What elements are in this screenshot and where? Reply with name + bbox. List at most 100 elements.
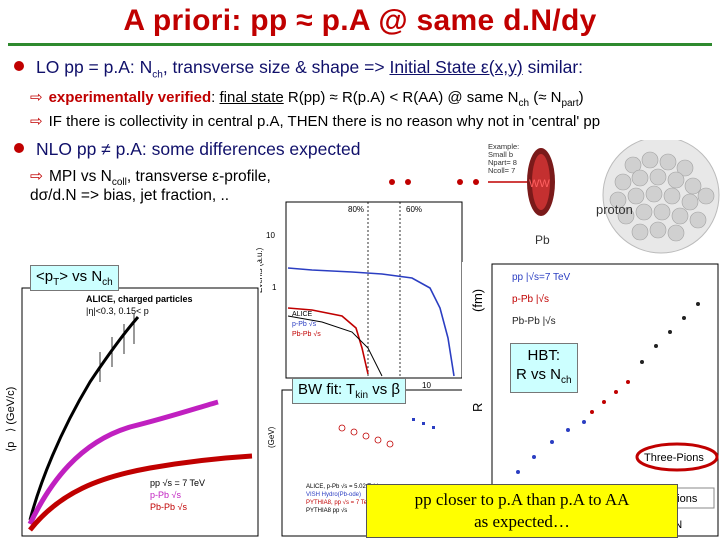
bullet-dot-icon xyxy=(14,143,24,153)
legend-pbpb: Pb-Pb √s xyxy=(150,502,187,512)
sub-bullet-collectivity-text: IF there is collectivity in central p.A,… xyxy=(48,113,601,130)
particle xyxy=(457,179,463,185)
tick-label: 10 xyxy=(266,231,275,240)
events-legend: p-Pb √s xyxy=(292,320,317,328)
events-legend: Pb-Pb √s xyxy=(292,330,321,338)
hbt-label: HBT: R vs Nch xyxy=(510,343,578,393)
particle xyxy=(473,179,479,185)
npart-pre: (≈ N xyxy=(529,89,562,106)
bw-legend-line: ALICE, p-Pb √s = 5.02 TeV xyxy=(306,483,378,490)
example-line: Ncoll= 7 xyxy=(488,166,515,175)
conclusion-box: pp closer to p.A than p.A to AA as expec… xyxy=(366,484,678,538)
mean-pt-label-pre: <p xyxy=(36,268,54,285)
colon: : xyxy=(211,89,220,106)
bw-legend-line: VISH Hydro(Pb-ode) xyxy=(306,492,361,498)
collision-diagram: WW Example: Small b Npart= 8 Ncoll= 7 pr… xyxy=(378,140,720,260)
events-plot: 80% 60% 10 1 Events (a.u.) ALICE p-Pb √s… xyxy=(252,198,464,388)
proton-core xyxy=(532,154,550,210)
ncoll-sub: coll xyxy=(111,177,127,189)
example-line: Example: xyxy=(488,142,519,151)
particle xyxy=(405,179,411,185)
bullet-lo: LO pp = p.A: Nch, transverse size & shap… xyxy=(14,57,583,81)
legend-pp: pp √s = 7 TeV xyxy=(150,478,205,488)
hbt-legend-pbpb: Pb-Pb |√s xyxy=(512,315,556,327)
mean-pt-axis-unit: ⟩ (GeV/c) xyxy=(5,387,17,432)
npart-close: ) xyxy=(578,89,584,106)
bullet-lo-sub: ch xyxy=(152,69,163,81)
hbt-points-pp xyxy=(516,420,586,474)
conclusion-line2: as expected… xyxy=(474,512,570,531)
bullet-dot-icon xyxy=(14,61,24,71)
hbt-legend-pp: pp |√s=7 TeV xyxy=(512,271,571,283)
events-frame xyxy=(285,201,463,379)
ppb-curve xyxy=(287,267,455,377)
bullet-nlo-text: NLO pp ≠ p.A: some differences expected xyxy=(36,139,361,159)
particle xyxy=(389,179,395,185)
pbpb-series xyxy=(28,453,253,532)
bw-points-blue xyxy=(412,418,435,429)
pp-series xyxy=(28,316,140,521)
experimentally-verified: experimentally verified xyxy=(48,89,212,106)
ww-mark: WW xyxy=(529,178,550,190)
arrow-right-icon: ⇨ xyxy=(30,89,43,106)
hbt-svg: (fm) R pp |√s=7 TeV p-Pb |√s Pb-Pb |√s T… xyxy=(470,263,719,537)
sub-bullet-dsigma: dσ/d.N => bias, jet fraction, .. xyxy=(30,187,230,204)
collision-diagram-svg: WW Example: Small b Npart= 8 Ncoll= 7 pr… xyxy=(389,140,720,254)
hbt-legend-ppb: p-Pb |√s xyxy=(512,293,549,305)
bullet-lo-text: LO pp = p.A: N xyxy=(36,57,153,77)
mean-pt-axis-label: ⟨p xyxy=(5,442,17,452)
sub-bullet-verified: ⇨ experimentally verified: final state R(… xyxy=(30,88,584,109)
arrow-right-icon: ⇨ xyxy=(30,168,43,185)
proton-label: proton xyxy=(596,202,633,217)
bw-legend: ALICE, p-Pb √s = 5.02 TeV VISH Hydro(Pb-… xyxy=(306,483,378,514)
npart-sub: part xyxy=(561,98,579,109)
lead-label: Pb xyxy=(535,233,550,247)
nch-sub: ch xyxy=(518,98,530,109)
events-plot-svg: 80% 60% 10 1 Events (a.u.) ALICE p-Pb √s… xyxy=(255,201,463,388)
sub-bullet-verified-text: R(pp) ≈ R(p.A) < R(AA) @ same N xyxy=(283,89,519,106)
bw-legend-line: PYTHIA8, pp √s = 7 TeV xyxy=(306,499,371,506)
hbt-label-line2-sub: ch xyxy=(561,375,572,386)
bw-points-red xyxy=(338,424,394,448)
arrow-right-icon: ⇨ xyxy=(30,113,43,130)
hbt-label-line1: HBT: xyxy=(527,347,561,364)
final-state: final state xyxy=(219,89,284,106)
title-divider xyxy=(8,43,712,46)
mean-pt-label-sub2: ch xyxy=(102,277,113,288)
bw-fit-label-pre: BW fit: T xyxy=(298,381,356,398)
tick-label: 1 xyxy=(272,283,277,292)
bw-fit-label-post: vs β xyxy=(368,381,400,398)
bw-fit-label-sub: kin xyxy=(355,390,369,401)
hbt-axis-label: R xyxy=(470,403,485,412)
events-legend: ALICE xyxy=(292,311,313,318)
mean-pt-label-sub: T xyxy=(53,277,60,288)
bullet-lo-mid: , transverse size & shape => xyxy=(162,57,390,77)
ppb-series xyxy=(27,399,219,526)
bullet-lo-post: similar: xyxy=(522,57,584,77)
sub-bullet-mpi-post: , transverse ε-profile, xyxy=(126,168,271,185)
hbt-points-ppb xyxy=(590,380,630,414)
sub-bullet-collectivity: ⇨ IF there is collectivity in central p.A… xyxy=(30,112,600,130)
sub-bullet-mpi: ⇨ MPI vs Ncoll, transverse ε-profile, xyxy=(30,167,271,188)
bw-axis-label: (GeV) xyxy=(267,426,276,448)
hbt-points-pbpb xyxy=(640,302,700,364)
alice-header: ALICE, charged particles xyxy=(86,294,193,304)
nucleons xyxy=(609,151,715,242)
bw-legend-line: PYTHIA8 pp √s xyxy=(306,507,347,514)
hbt-label-line2: R vs Nch xyxy=(516,365,572,390)
hbt-axis-unit: (fm) xyxy=(470,289,485,312)
sub-bullet-mpi-text: MPI vs N xyxy=(49,168,112,185)
mean-pt-frame xyxy=(21,287,259,537)
tick-label: 10 xyxy=(422,381,431,388)
mean-pt-svg: ⟨p ⟩ (GeV/c) ALICE, charged particles |η… xyxy=(5,287,259,537)
pp-errorbars xyxy=(99,314,135,382)
slide-title: A priori: pp ≈ p.A @ same d.N/dy xyxy=(123,4,597,37)
mean-pt-label-mid: > vs N xyxy=(59,268,103,285)
pct-label: 80% xyxy=(348,205,364,214)
conclusion-line1: pp closer to p.A than p.A to AA xyxy=(414,490,630,509)
bullet-nlo: NLO pp ≠ p.A: some differences expected xyxy=(14,139,360,160)
pct-label: 60% xyxy=(406,205,422,214)
pp-curve xyxy=(287,315,383,377)
example-line: Npart= 8 xyxy=(488,158,517,167)
mean-pt-plot: ⟨p ⟩ (GeV/c) ALICE, charged particles |η… xyxy=(0,262,260,540)
